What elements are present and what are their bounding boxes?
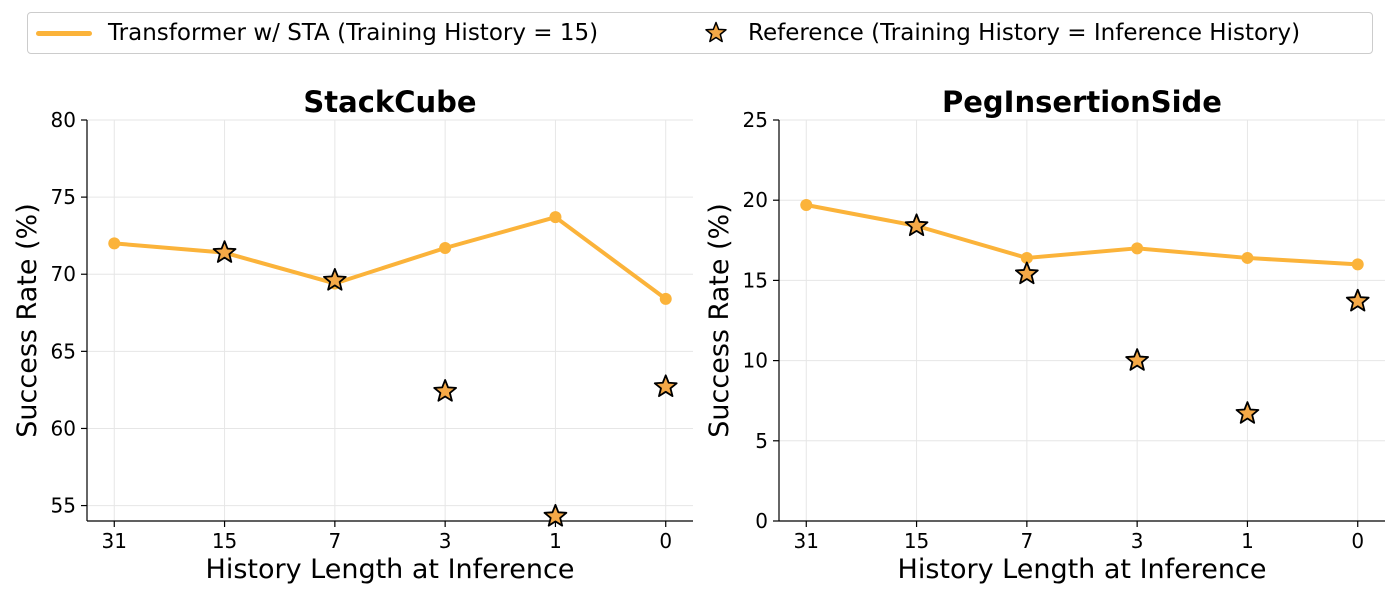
legend-entry-star: Reference (Training History = Inference … [704,13,1300,53]
series-point [108,237,121,250]
x-tick-label: 1 [1241,529,1254,553]
series-point [1351,258,1364,271]
reference-star-point [1345,288,1370,312]
chart-title: PegInsertionSide [942,85,1222,119]
series-point [549,211,562,224]
legend-line-swatch [36,30,92,36]
reference-star-point [543,503,568,527]
x-axis-label: History Length at Inference [206,554,575,585]
reference-star-point [323,267,347,291]
series-point [659,292,672,305]
reference-star-point [653,374,678,398]
series-point [1020,251,1033,264]
x-tick-label: 1 [549,529,562,553]
y-tick-label: 80 [51,108,76,132]
x-axis-label: History Length at Inference [898,554,1267,585]
series-point [1241,251,1254,264]
legend-star-label: Reference (Training History = Inference … [748,20,1301,46]
y-axis-label: Success Rate (%) [12,203,43,437]
series-point [439,242,452,255]
star-icon [705,21,727,43]
y-tick-label: 60 [51,416,76,440]
x-tick-label: 0 [1351,529,1364,553]
y-tick-label: 25 [743,108,768,132]
x-tick-label: 15 [904,529,929,553]
reference-star-point [1235,401,1260,424]
y-axis-label: Success Rate (%) [704,203,735,437]
x-tick-label: 7 [328,529,341,553]
x-tick-label: 3 [439,529,452,553]
y-tick-label: 20 [743,188,768,212]
y-tick-label: 10 [743,349,768,373]
series-line [112,215,668,301]
series-point [1131,242,1144,255]
x-tick-label: 7 [1020,529,1033,553]
reference-star-point [212,240,237,263]
x-tick-label: 15 [212,529,237,553]
series-line [804,203,1360,267]
y-tick-label: 5 [755,429,768,453]
chart-title: StackCube [303,85,476,119]
y-tick-label: 0 [755,509,768,533]
series-point [800,199,813,212]
reference-star-point [904,213,929,237]
x-tick-label: 3 [1131,529,1144,553]
y-tick-label: 70 [51,262,76,286]
legend-line-label: Transformer w/ STA (Training History = 1… [108,20,599,46]
y-tick-label: 65 [51,339,76,363]
reference-star-point [433,379,457,402]
reference-star-point [1015,261,1039,285]
y-tick-label: 55 [51,494,76,518]
x-tick-label: 31 [794,529,819,553]
y-tick-label: 75 [51,185,76,209]
reference-star-point [1125,348,1149,371]
x-tick-label: 0 [659,529,672,553]
legend: Transformer w/ STA (Training History = 1… [27,12,1373,54]
x-tick-label: 31 [102,529,127,553]
y-tick-label: 15 [743,268,768,292]
legend-entry-line: Transformer w/ STA (Training History = 1… [36,13,598,53]
